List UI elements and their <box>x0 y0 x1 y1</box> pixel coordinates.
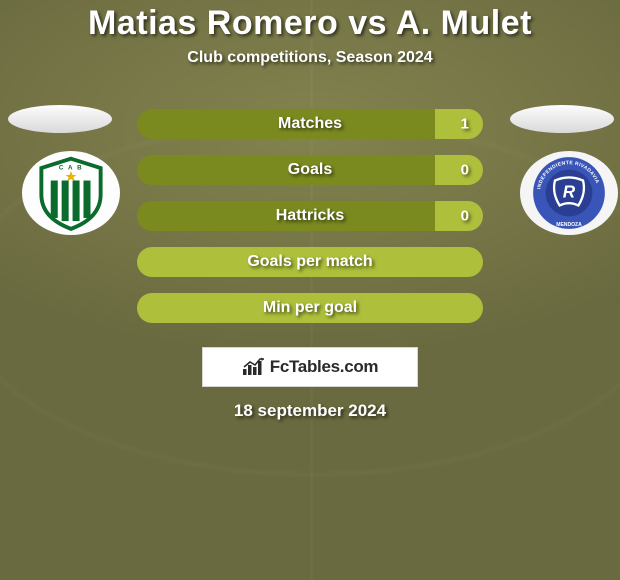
club-badge-right-svg: INDEPENDIENTE RIVADAVIA MENDOZA R <box>527 154 611 232</box>
stat-label: Matches <box>278 115 342 133</box>
brand-text: FcTables.com <box>270 357 379 377</box>
stat-label: Goals per match <box>247 253 372 271</box>
club-badge-right: INDEPENDIENTE RIVADAVIA MENDOZA R <box>520 151 618 235</box>
stat-label: Hattricks <box>276 207 344 225</box>
svg-text:C A B: C A B <box>59 165 83 172</box>
stat-bar-left <box>137 155 435 185</box>
stat-row: Goals 0 <box>137 155 483 185</box>
stat-value-right: 0 <box>461 208 469 225</box>
stat-row: Hattricks 0 <box>137 201 483 231</box>
page-subtitle: Club competitions, Season 2024 <box>187 49 432 67</box>
svg-text:R: R <box>563 182 576 202</box>
brand-badge: FcTables.com <box>202 347 418 387</box>
player-silhouette-right <box>510 105 614 133</box>
stat-row: Matches 1 <box>137 109 483 139</box>
date-label: 18 september 2024 <box>234 401 386 421</box>
stat-value-right: 1 <box>461 116 469 133</box>
page-title: Matias Romero vs A. Mulet <box>88 4 532 43</box>
content: Matias Romero vs A. Mulet Club competiti… <box>0 0 620 421</box>
stat-bar-right <box>435 201 483 231</box>
stat-row: Goals per match <box>137 247 483 277</box>
club-badge-left-svg: C A B <box>29 154 113 232</box>
club-badge-left: C A B <box>22 151 120 235</box>
stat-bar-right <box>435 155 483 185</box>
comparison-block: C A B INDEPENDIENTE RIVADAVIA MENDOZA R <box>0 109 620 339</box>
stat-value-right: 0 <box>461 162 469 179</box>
stat-label: Min per goal <box>263 299 357 317</box>
stat-row: Min per goal <box>137 293 483 323</box>
svg-text:MENDOZA: MENDOZA <box>556 222 582 228</box>
chart-icon <box>242 357 266 377</box>
stat-bar-right <box>435 109 483 139</box>
stat-label: Goals <box>288 161 332 179</box>
player-silhouette-left <box>8 105 112 133</box>
